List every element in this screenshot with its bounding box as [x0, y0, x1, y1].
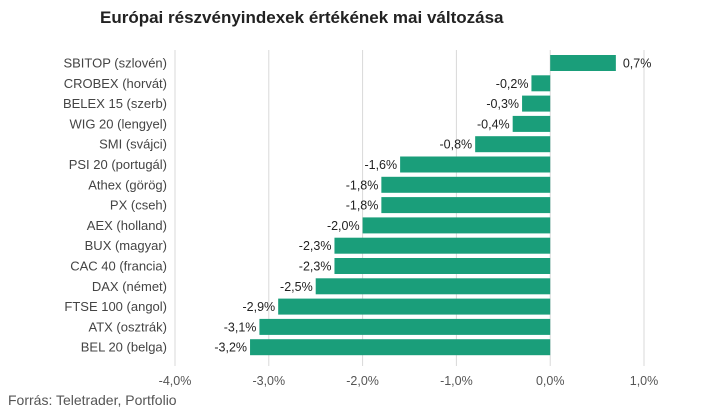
- x-tick-label: 0,0%: [536, 374, 565, 388]
- value-label: -0,2%: [496, 77, 529, 91]
- category-label: WIG 20 (lengyel): [69, 116, 167, 131]
- category-label: SMI (svájci): [99, 137, 167, 152]
- bar: [259, 318, 551, 335]
- bar: [250, 339, 551, 356]
- label-layer: SBITOP (szlovén) 0,7% CROBEX (horvát) -0,2%…: [63, 56, 651, 355]
- bar: [475, 136, 551, 153]
- category-label: SBITOP (szlovén): [63, 56, 167, 71]
- bar: [381, 197, 551, 214]
- bar: [400, 156, 551, 173]
- category-label: Athex (görög): [88, 177, 167, 192]
- bar: [381, 176, 551, 193]
- category-label: PX (cseh): [110, 198, 167, 213]
- value-label: -0,8%: [440, 138, 473, 152]
- bar: [315, 278, 551, 295]
- bar-layer: [250, 55, 616, 356]
- value-label: -2,9%: [243, 300, 276, 314]
- category-label: AEX (holland): [87, 218, 167, 233]
- value-label: -1,8%: [346, 178, 379, 192]
- value-label: -3,2%: [214, 341, 247, 355]
- category-label: CAC 40 (francia): [70, 259, 167, 274]
- value-label: 0,7%: [623, 57, 652, 71]
- bar: [362, 217, 551, 234]
- value-label: -2,0%: [327, 219, 360, 233]
- bar: [334, 237, 551, 254]
- bar: [522, 95, 551, 112]
- x-tick-label: 1,0%: [630, 374, 659, 388]
- source-note: Forrás: Teletrader, Portfolio: [8, 392, 177, 408]
- category-label: CROBEX (horvát): [64, 76, 167, 91]
- category-label: PSI 20 (portugál): [69, 157, 167, 172]
- value-label: -2,3%: [299, 239, 332, 253]
- value-label: -1,6%: [364, 158, 397, 172]
- category-label: DAX (német): [92, 279, 167, 294]
- value-label: -2,5%: [280, 280, 313, 294]
- value-label: -0,3%: [486, 97, 519, 111]
- tick-layer: -4,0% -3,0% -2,0% -1,0% 0,0% 1,0%: [159, 374, 659, 388]
- x-tick-label: -1,0%: [440, 374, 473, 388]
- category-label: FTSE 100 (angol): [64, 299, 167, 314]
- category-label: ATX (osztrák): [89, 319, 168, 334]
- value-label: -1,8%: [346, 199, 379, 213]
- x-tick-label: -2,0%: [346, 374, 379, 388]
- bar: [550, 55, 616, 71]
- x-tick-label: -4,0%: [159, 374, 192, 388]
- chart-title: Európai részvényindexek értékének mai vá…: [100, 8, 504, 27]
- bar: [512, 115, 551, 132]
- category-label: BELEX 15 (szerb): [63, 96, 167, 111]
- value-label: -0,4%: [477, 117, 510, 131]
- category-label: BEL 20 (belga): [81, 340, 167, 355]
- x-tick-label: -3,0%: [252, 374, 285, 388]
- bar: [531, 75, 551, 92]
- value-label: -3,1%: [224, 320, 257, 334]
- category-label: BUX (magyar): [85, 238, 167, 253]
- bar: [334, 258, 551, 274]
- value-label: -2,3%: [299, 260, 332, 274]
- bar: [278, 298, 551, 315]
